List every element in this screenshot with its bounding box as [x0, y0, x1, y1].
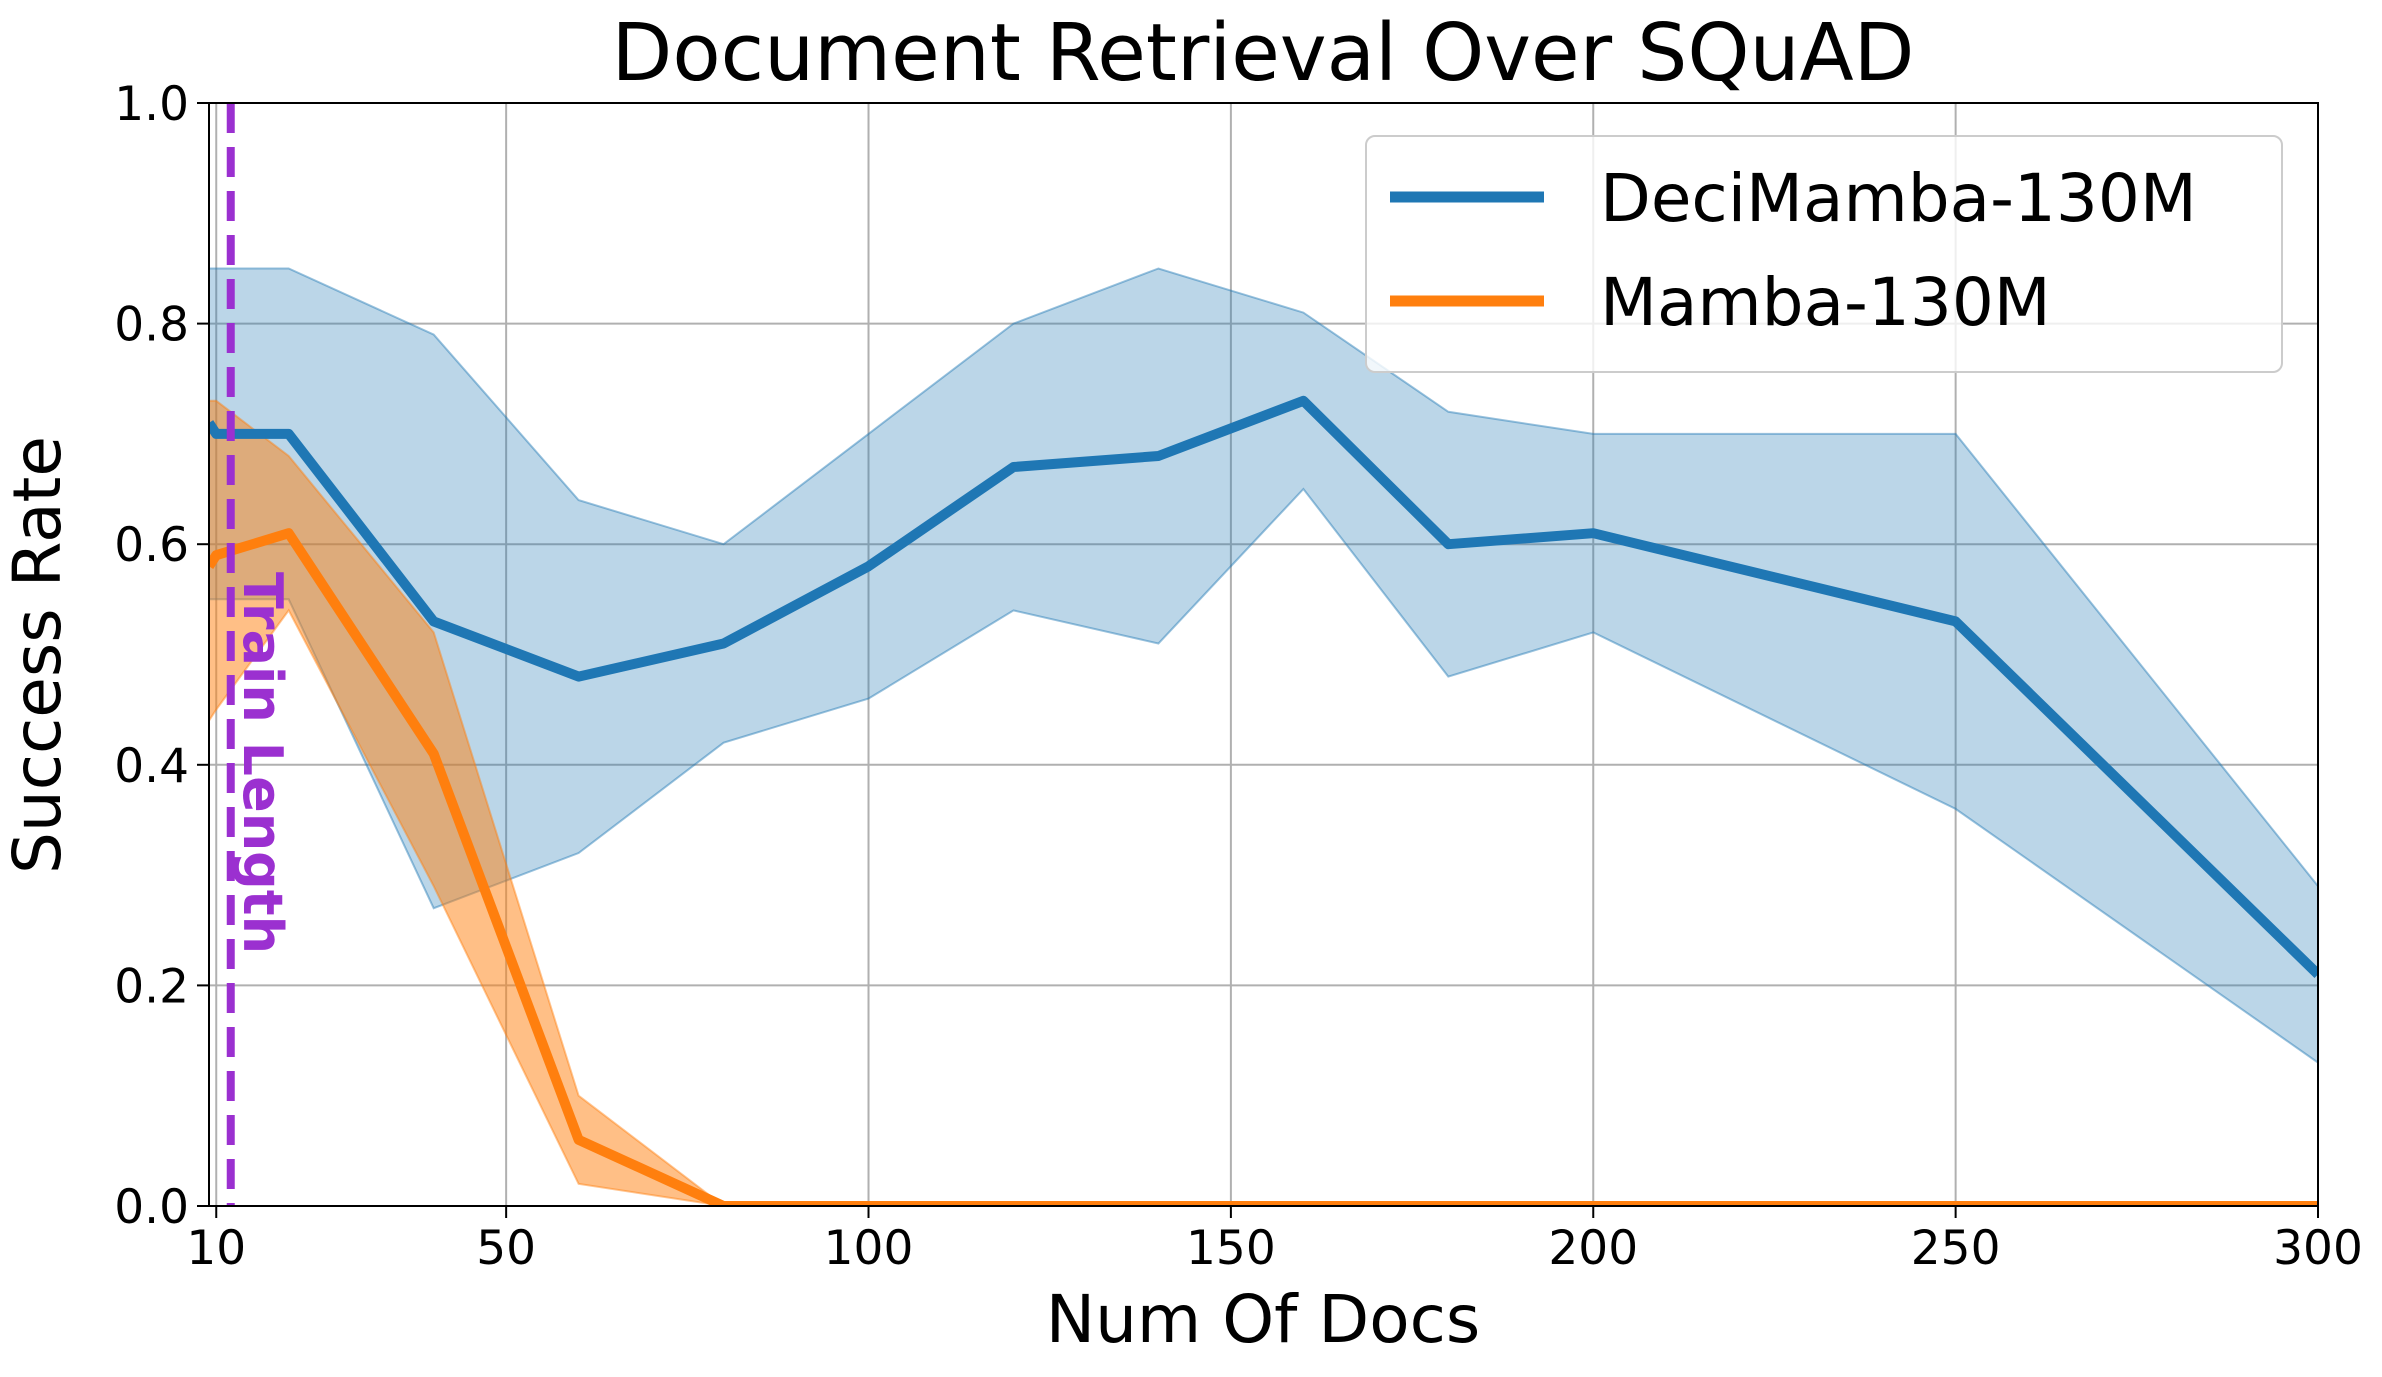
train-length-label: Train Length [231, 572, 294, 954]
legend-label-mamba: Mamba-130M [1600, 264, 2051, 341]
y-tick-label: 0.6 [114, 518, 189, 573]
x-tick-label: 150 [1186, 1221, 1276, 1276]
y-tick-label: 0.2 [114, 959, 189, 1014]
y-tick-label: 0.0 [114, 1180, 189, 1235]
annotations: Train Length [226, 103, 294, 1206]
x-tick-label: 300 [2273, 1221, 2363, 1276]
y-tick-label: 0.4 [114, 739, 189, 794]
x-tick-label: 200 [1548, 1221, 1638, 1276]
legend-box [1365, 135, 2283, 373]
band-decimamba-130m [209, 267, 2318, 1064]
x-tick-label: 50 [476, 1221, 536, 1276]
x-axis-label: Num Of Docs [1046, 1281, 1481, 1358]
x-axis-ticks: 10 50 100 150 200 250 300 [186, 1206, 2363, 1276]
y-axis-ticks: 0.0 0.2 0.4 0.6 0.8 1.0 [114, 77, 209, 1235]
band-mamba-130m [209, 399, 2318, 1206]
line-decimamba-130m [209, 395, 2318, 978]
plot-frame [208, 102, 2319, 1207]
x-tick-label: 250 [1911, 1221, 2001, 1276]
x-tick-label: 100 [824, 1221, 914, 1276]
confidence-bands [209, 267, 2318, 1206]
line-mamba-130m [209, 528, 2318, 1206]
y-tick-label: 1.0 [114, 77, 189, 132]
series-lines [209, 395, 2318, 1206]
y-axis-label: Success Rate [0, 436, 76, 874]
legend-label-decimamba: DeciMamba-130M [1600, 160, 2197, 237]
x-tick-label: 10 [186, 1221, 246, 1276]
chart-title: Document Retrieval Over SQuAD [612, 7, 1915, 99]
y-tick-label: 0.8 [114, 298, 189, 353]
legend: DeciMamba-130M Mamba-130M [1365, 135, 2283, 373]
